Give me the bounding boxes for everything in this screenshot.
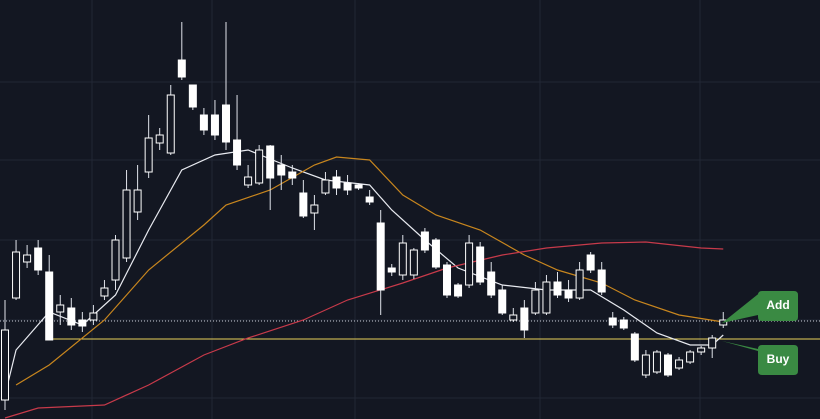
candle-body xyxy=(443,264,451,296)
candle-body xyxy=(78,319,87,327)
candle-body xyxy=(343,182,352,191)
candle-body xyxy=(575,269,584,299)
candle-body xyxy=(34,247,43,271)
candle-body xyxy=(675,359,684,369)
candle-body xyxy=(45,271,54,341)
candle-body xyxy=(332,176,341,189)
candle-body xyxy=(664,354,672,376)
candle-body xyxy=(133,189,142,213)
candle-body xyxy=(553,281,562,296)
moving-average xyxy=(4,241,724,419)
candle-body xyxy=(255,149,264,184)
candle-body xyxy=(487,271,496,296)
candle-body xyxy=(641,354,650,376)
candle-body xyxy=(509,314,518,321)
candle-body xyxy=(144,137,153,173)
candle-body xyxy=(531,289,540,314)
candle-body xyxy=(498,289,507,314)
candle-body xyxy=(288,171,297,179)
candle-body xyxy=(586,254,595,271)
candle-body xyxy=(122,189,131,259)
candle-body xyxy=(354,184,363,189)
candle-body xyxy=(56,304,65,313)
candle-body xyxy=(177,59,186,78)
candle-body xyxy=(89,312,98,321)
candle-body xyxy=(465,242,474,286)
candle-body xyxy=(299,192,308,217)
candle-body xyxy=(100,287,109,297)
candle-body xyxy=(652,351,661,373)
candle-body xyxy=(210,114,219,136)
candle-body xyxy=(155,134,164,144)
candle-body xyxy=(67,307,76,326)
candle-body xyxy=(697,347,706,353)
annotation-label: Add xyxy=(766,298,789,312)
candle-body xyxy=(376,222,385,291)
candle-body xyxy=(233,139,242,166)
candle-body xyxy=(454,284,463,297)
candle-body xyxy=(564,289,573,299)
candle-body xyxy=(277,164,286,176)
candle-body xyxy=(708,337,717,349)
candle-body xyxy=(365,196,374,203)
moving-average xyxy=(4,149,724,396)
candle-body xyxy=(23,254,32,263)
candle-body xyxy=(321,179,330,194)
candle-body xyxy=(597,269,606,293)
candle-body xyxy=(420,231,429,251)
candle-body xyxy=(222,104,230,143)
candle-body xyxy=(630,333,639,361)
candle-body xyxy=(608,317,617,326)
candle-body xyxy=(111,239,120,281)
candle-body xyxy=(542,281,551,314)
candle-body xyxy=(476,246,485,283)
annotation-box xyxy=(722,291,798,323)
candle-body xyxy=(199,114,208,131)
candle-body xyxy=(12,251,21,299)
candle-body xyxy=(409,249,418,276)
candle-body xyxy=(387,267,396,273)
candle-body xyxy=(188,84,197,108)
candle-body xyxy=(1,329,9,401)
candle-body xyxy=(310,204,319,214)
candle-body xyxy=(244,176,253,186)
candle-body xyxy=(166,94,175,154)
candle-body xyxy=(520,307,529,331)
candle-body xyxy=(619,319,628,329)
candle-body xyxy=(398,242,407,276)
candle-body xyxy=(686,351,695,363)
annotation-box xyxy=(722,341,798,375)
candle-body xyxy=(431,239,440,268)
candle-body xyxy=(266,145,275,179)
annotation-label: Buy xyxy=(767,352,790,366)
